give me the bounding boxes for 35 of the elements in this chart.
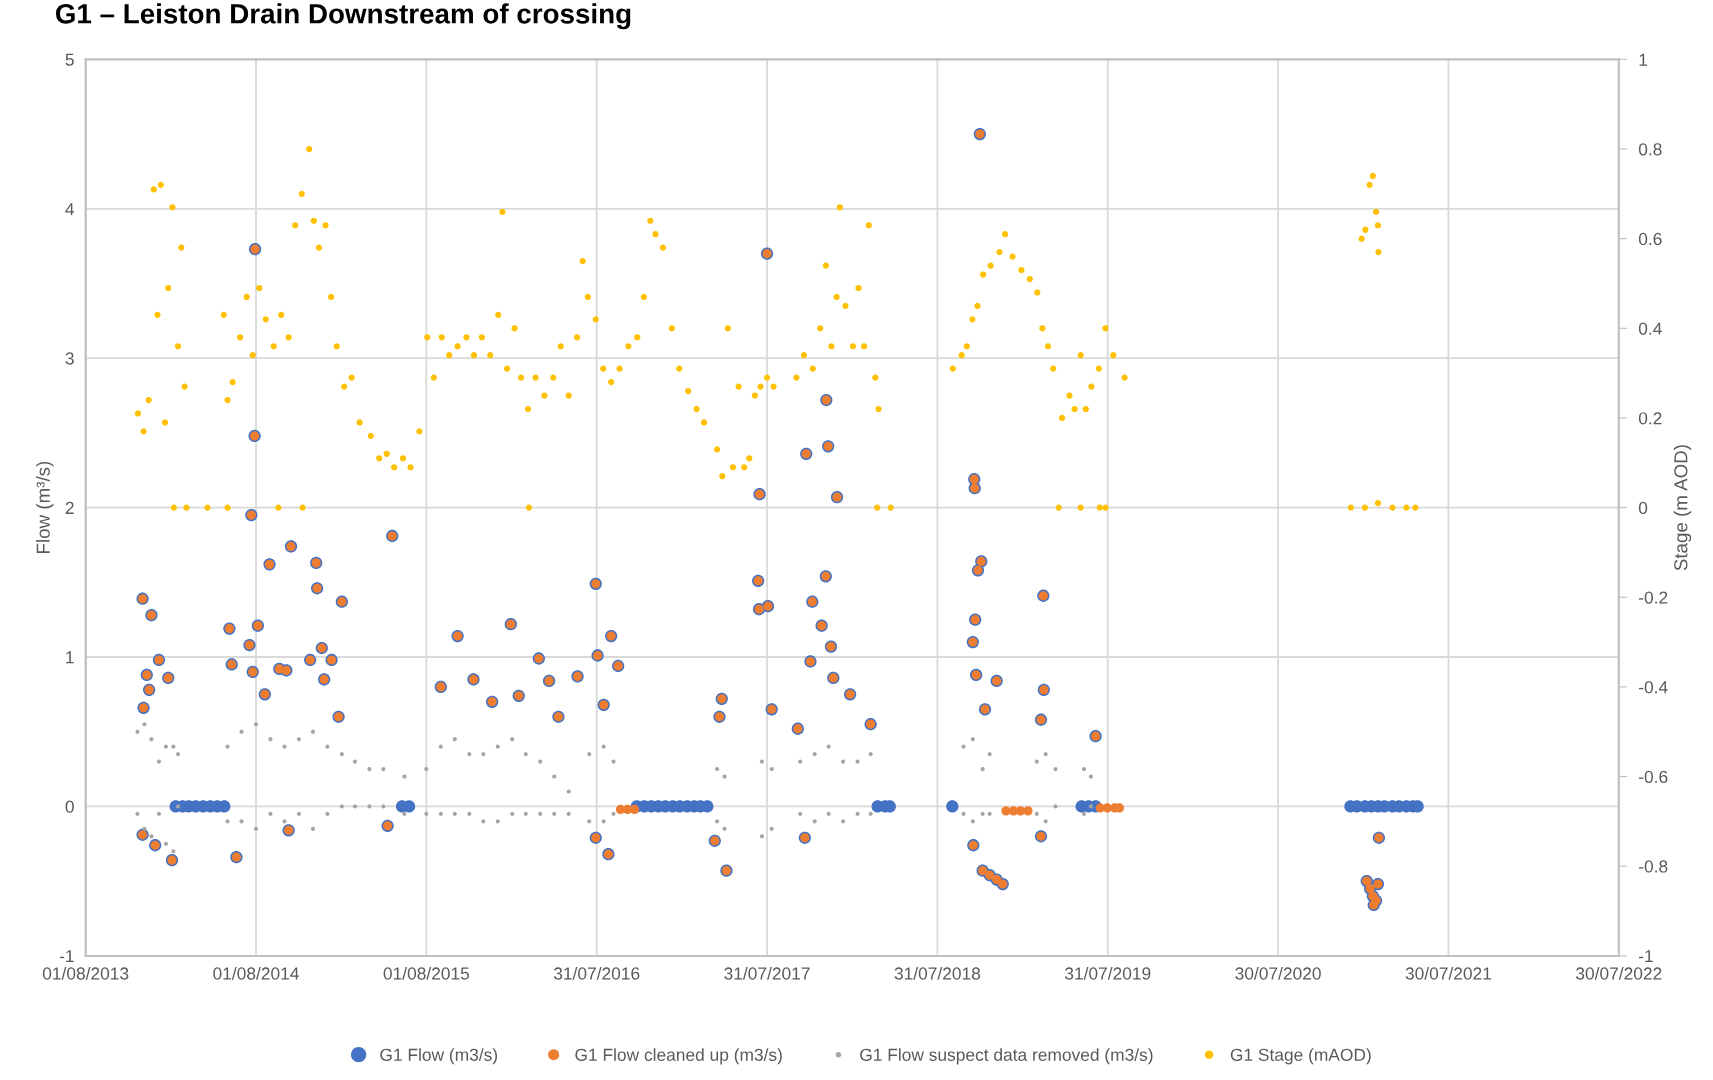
legend-label: G1 Flow suspect data removed (m3/s) [860,1048,1153,1065]
x-tick-label: 30/07/2021 [1405,966,1492,980]
y-tick-label: 2 [65,501,74,514]
y-tick-label: -1 [59,950,74,963]
y-tick-label: 3 [65,352,74,365]
y2-tick-label: 1 [1639,53,1648,66]
x-tick-label: 01/08/2013 [42,966,129,980]
y2-tick-label: 0.8 [1638,143,1662,156]
y-tick-label: 5 [65,53,74,66]
x-tick-label: 31/07/2018 [894,966,981,980]
y2-tick-label: 0.2 [1638,412,1662,425]
x-tick-label: 30/07/2022 [1576,966,1662,980]
legend-label: G1 Flow (m3/s) [380,1048,498,1065]
chart-title: G1 – Leiston Drain Downstream of crossing [55,3,631,30]
x-tick-label: 31/07/2017 [724,966,810,980]
legend-label: G1 Stage (mAOD) [1230,1048,1371,1065]
y-tick-label: 1 [66,651,74,664]
x-tick-label: 01/08/2014 [213,966,299,980]
y-axis-title: Flow (m³/s) [36,461,54,553]
x-tick-label: 31/07/2016 [553,966,640,980]
y2-tick-label: 0.6 [1638,232,1662,246]
y2-tick-label: -0.6 [1639,770,1668,783]
y2-tick-label: 0.4 [1638,322,1662,335]
y-tick-label: 4 [65,203,75,216]
x-tick-label: 31/07/2019 [1064,966,1151,980]
y2-tick-label: 0 [1638,501,1648,515]
x-tick-label: 30/07/2020 [1235,966,1321,980]
y2-axis-title: Stage (m AOD) [1673,445,1692,571]
y-tick-label: 0 [65,800,74,813]
x-tick-label: 01/08/2015 [383,966,470,980]
y2-tick-label: -1 [1639,950,1653,963]
y2-tick-label: -0.8 [1639,860,1668,873]
legend-label: G1 Flow cleaned up (m3/s) [575,1048,782,1065]
y2-tick-label: -0.4 [1639,681,1668,694]
y2-tick-label: -0.2 [1639,591,1668,604]
